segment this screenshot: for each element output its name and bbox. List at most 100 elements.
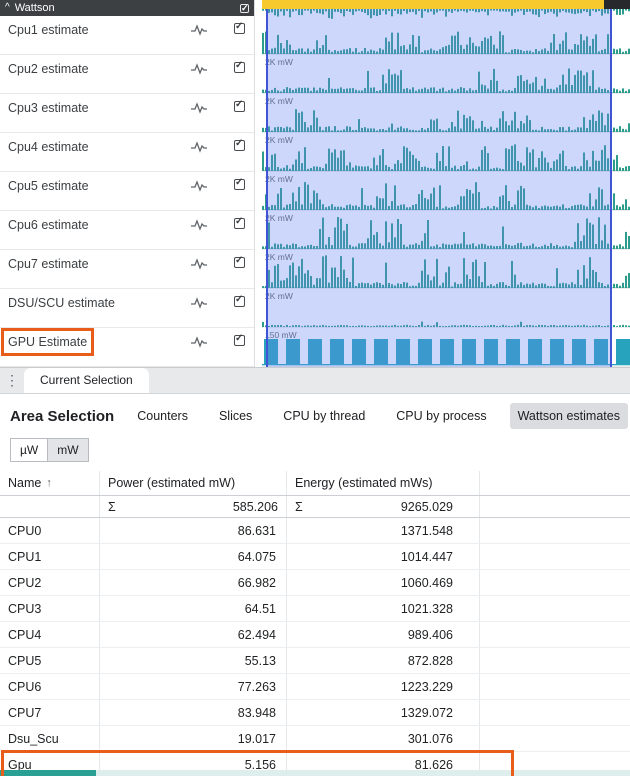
track-checkbox[interactable] — [234, 333, 245, 346]
row-name-cell: CPU4 — [0, 622, 100, 647]
track-name-panel: ^ Wattson Cpu1 estimate Cpu2 estimate Cpu3… — [0, 0, 255, 367]
table-row[interactable]: CPU2 66.982 1060.469 — [0, 570, 630, 596]
sum-energy-cell: Σ 9265.029 — [287, 496, 480, 517]
area-selection-overlay[interactable] — [266, 9, 612, 367]
track-row[interactable]: Cpu3 estimate — [0, 94, 254, 133]
details-tab-cpu-by-thread[interactable]: CPU by thread — [283, 409, 366, 423]
energy-column-header[interactable]: Energy (estimated mWs) — [287, 471, 480, 495]
track-checkbox[interactable] — [234, 294, 245, 307]
table-row[interactable]: CPU4 62.494 989.406 — [0, 622, 630, 648]
track-checkbox[interactable] — [234, 255, 245, 268]
unit-toggle: µW mW — [0, 434, 630, 471]
counter-unit-label: 2K mW — [265, 174, 293, 184]
track-row[interactable]: Cpu4 estimate — [0, 133, 254, 172]
overview-brush-end — [604, 0, 630, 9]
table-row[interactable]: CPU6 77.263 1223.229 — [0, 674, 630, 700]
row-power-cell: 19.017 — [100, 726, 287, 751]
table-row[interactable]: CPU7 83.948 1329.072 — [0, 700, 630, 726]
timeline-section: ^ Wattson Cpu1 estimate Cpu2 estimate Cpu3… — [0, 0, 630, 368]
scrollbar-thumb[interactable] — [0, 770, 96, 776]
row-name-cell: Gpu — [0, 752, 100, 776]
filler-cell — [480, 700, 630, 725]
collapse-caret-icon[interactable]: ^ — [5, 2, 10, 13]
filler-header — [480, 471, 630, 495]
sort-arrow-icon: ↑ — [46, 477, 52, 489]
track-row[interactable]: Cpu7 estimate — [0, 250, 254, 289]
track-group-title: Wattson — [14, 2, 55, 14]
line-chart-icon — [190, 219, 208, 231]
track-row[interactable]: DSU/SCU estimate — [0, 289, 254, 328]
row-name-cell: CPU2 — [0, 570, 100, 595]
track-name: Cpu2 estimate — [8, 62, 89, 76]
tab-current-selection[interactable]: Current Selection — [24, 368, 149, 393]
table-row[interactable]: CPU5 55.13 872.828 — [0, 648, 630, 674]
row-name-cell: CPU0 — [0, 518, 100, 543]
track-row[interactable]: Cpu1 estimate — [0, 16, 254, 55]
details-tab-wattson-estimates[interactable]: Wattson estimates — [509, 403, 628, 429]
row-power-cell: 64.075 — [100, 544, 287, 569]
filler-cell — [480, 570, 630, 595]
line-chart-icon — [190, 180, 208, 192]
counter-unit-label: 2K mW — [265, 213, 293, 223]
track-bars — [262, 9, 630, 54]
track-row[interactable]: Cpu5 estimate — [0, 172, 254, 211]
horizontal-scrollbar[interactable] — [0, 770, 630, 776]
details-tabstrip: ⋮ Current Selection — [0, 368, 630, 394]
track-checkbox[interactable] — [234, 21, 245, 34]
filler-cell — [480, 674, 630, 699]
counter-unit-label: 2K mW — [265, 291, 293, 301]
track-name: Cpu4 estimate — [8, 140, 89, 154]
track-chart[interactable]: 2K mW — [262, 250, 630, 289]
unit-button-mw[interactable]: mW — [48, 438, 89, 462]
track-checkbox[interactable] — [234, 177, 245, 190]
track-checkbox[interactable] — [234, 99, 245, 112]
wattson-table: Name ↑ Power (estimated mW) Energy (esti… — [0, 471, 630, 776]
counter-unit-label: 2K mW — [265, 252, 293, 262]
row-name-cell: CPU6 — [0, 674, 100, 699]
row-power-cell: 62.494 — [100, 622, 287, 647]
track-checkbox[interactable] — [234, 216, 245, 229]
track-bars — [262, 339, 630, 366]
track-bars — [262, 144, 630, 171]
track-group-header[interactable]: ^ Wattson — [0, 0, 254, 16]
table-row[interactable]: CPU3 64.51 1021.328 — [0, 596, 630, 622]
group-checkbox[interactable] — [240, 3, 249, 14]
filler-cell — [480, 596, 630, 621]
track-bars — [262, 255, 630, 288]
kebab-menu-icon[interactable]: ⋮ — [5, 372, 19, 388]
timeline-canvas[interactable]: 2K mW 2K mW 2K mW 2K mW 2K mW 2K mW 2K mW 150 m… — [262, 0, 630, 367]
sum-name-cell — [0, 496, 100, 517]
sum-power-cell: Σ 585.206 — [100, 496, 287, 517]
track-chart[interactable]: 2K mW — [262, 94, 630, 133]
track-checkbox[interactable] — [234, 60, 245, 73]
name-column-header[interactable]: Name ↑ — [0, 471, 100, 495]
track-chart[interactable]: 2K mW — [262, 133, 630, 172]
line-chart-icon — [190, 102, 208, 114]
track-chart[interactable]: 150 mW — [262, 328, 630, 367]
sigma-icon: Σ — [108, 499, 116, 514]
power-column-header[interactable]: Power (estimated mW) — [100, 471, 287, 495]
track-checkbox[interactable] — [234, 138, 245, 151]
details-tab-cpu-by-process[interactable]: CPU by process — [396, 409, 487, 423]
filler-cell — [480, 496, 630, 517]
table-row[interactable]: CPU0 86.631 1371.548 — [0, 518, 630, 544]
table-row[interactable]: Dsu_Scu 19.017 301.076 — [0, 726, 630, 752]
details-tab-counters[interactable]: Counters — [137, 409, 188, 423]
overview-brush[interactable] — [262, 0, 604, 9]
details-tab-slices[interactable]: Slices — [218, 409, 253, 423]
track-row[interactable]: Cpu6 estimate — [0, 211, 254, 250]
unit-button--w[interactable]: µW — [10, 438, 49, 462]
track-row[interactable]: Cpu2 estimate — [0, 55, 254, 94]
row-power-cell: 83.948 — [100, 700, 287, 725]
row-name-cell: Dsu_Scu — [0, 726, 100, 751]
details-title: Area Selection — [10, 407, 115, 425]
track-bars — [262, 109, 630, 132]
row-name-cell: CPU7 — [0, 700, 100, 725]
table-row[interactable]: CPU1 64.075 1014.447 — [0, 544, 630, 570]
track-chart[interactable] — [262, 9, 630, 55]
track-row[interactable]: GPU Estimate — [0, 328, 254, 367]
details-header: Area Selection Counters Slices CPU by thre… — [0, 394, 630, 434]
row-power-cell: 5.156 — [100, 752, 287, 776]
row-power-cell: 77.263 — [100, 674, 287, 699]
